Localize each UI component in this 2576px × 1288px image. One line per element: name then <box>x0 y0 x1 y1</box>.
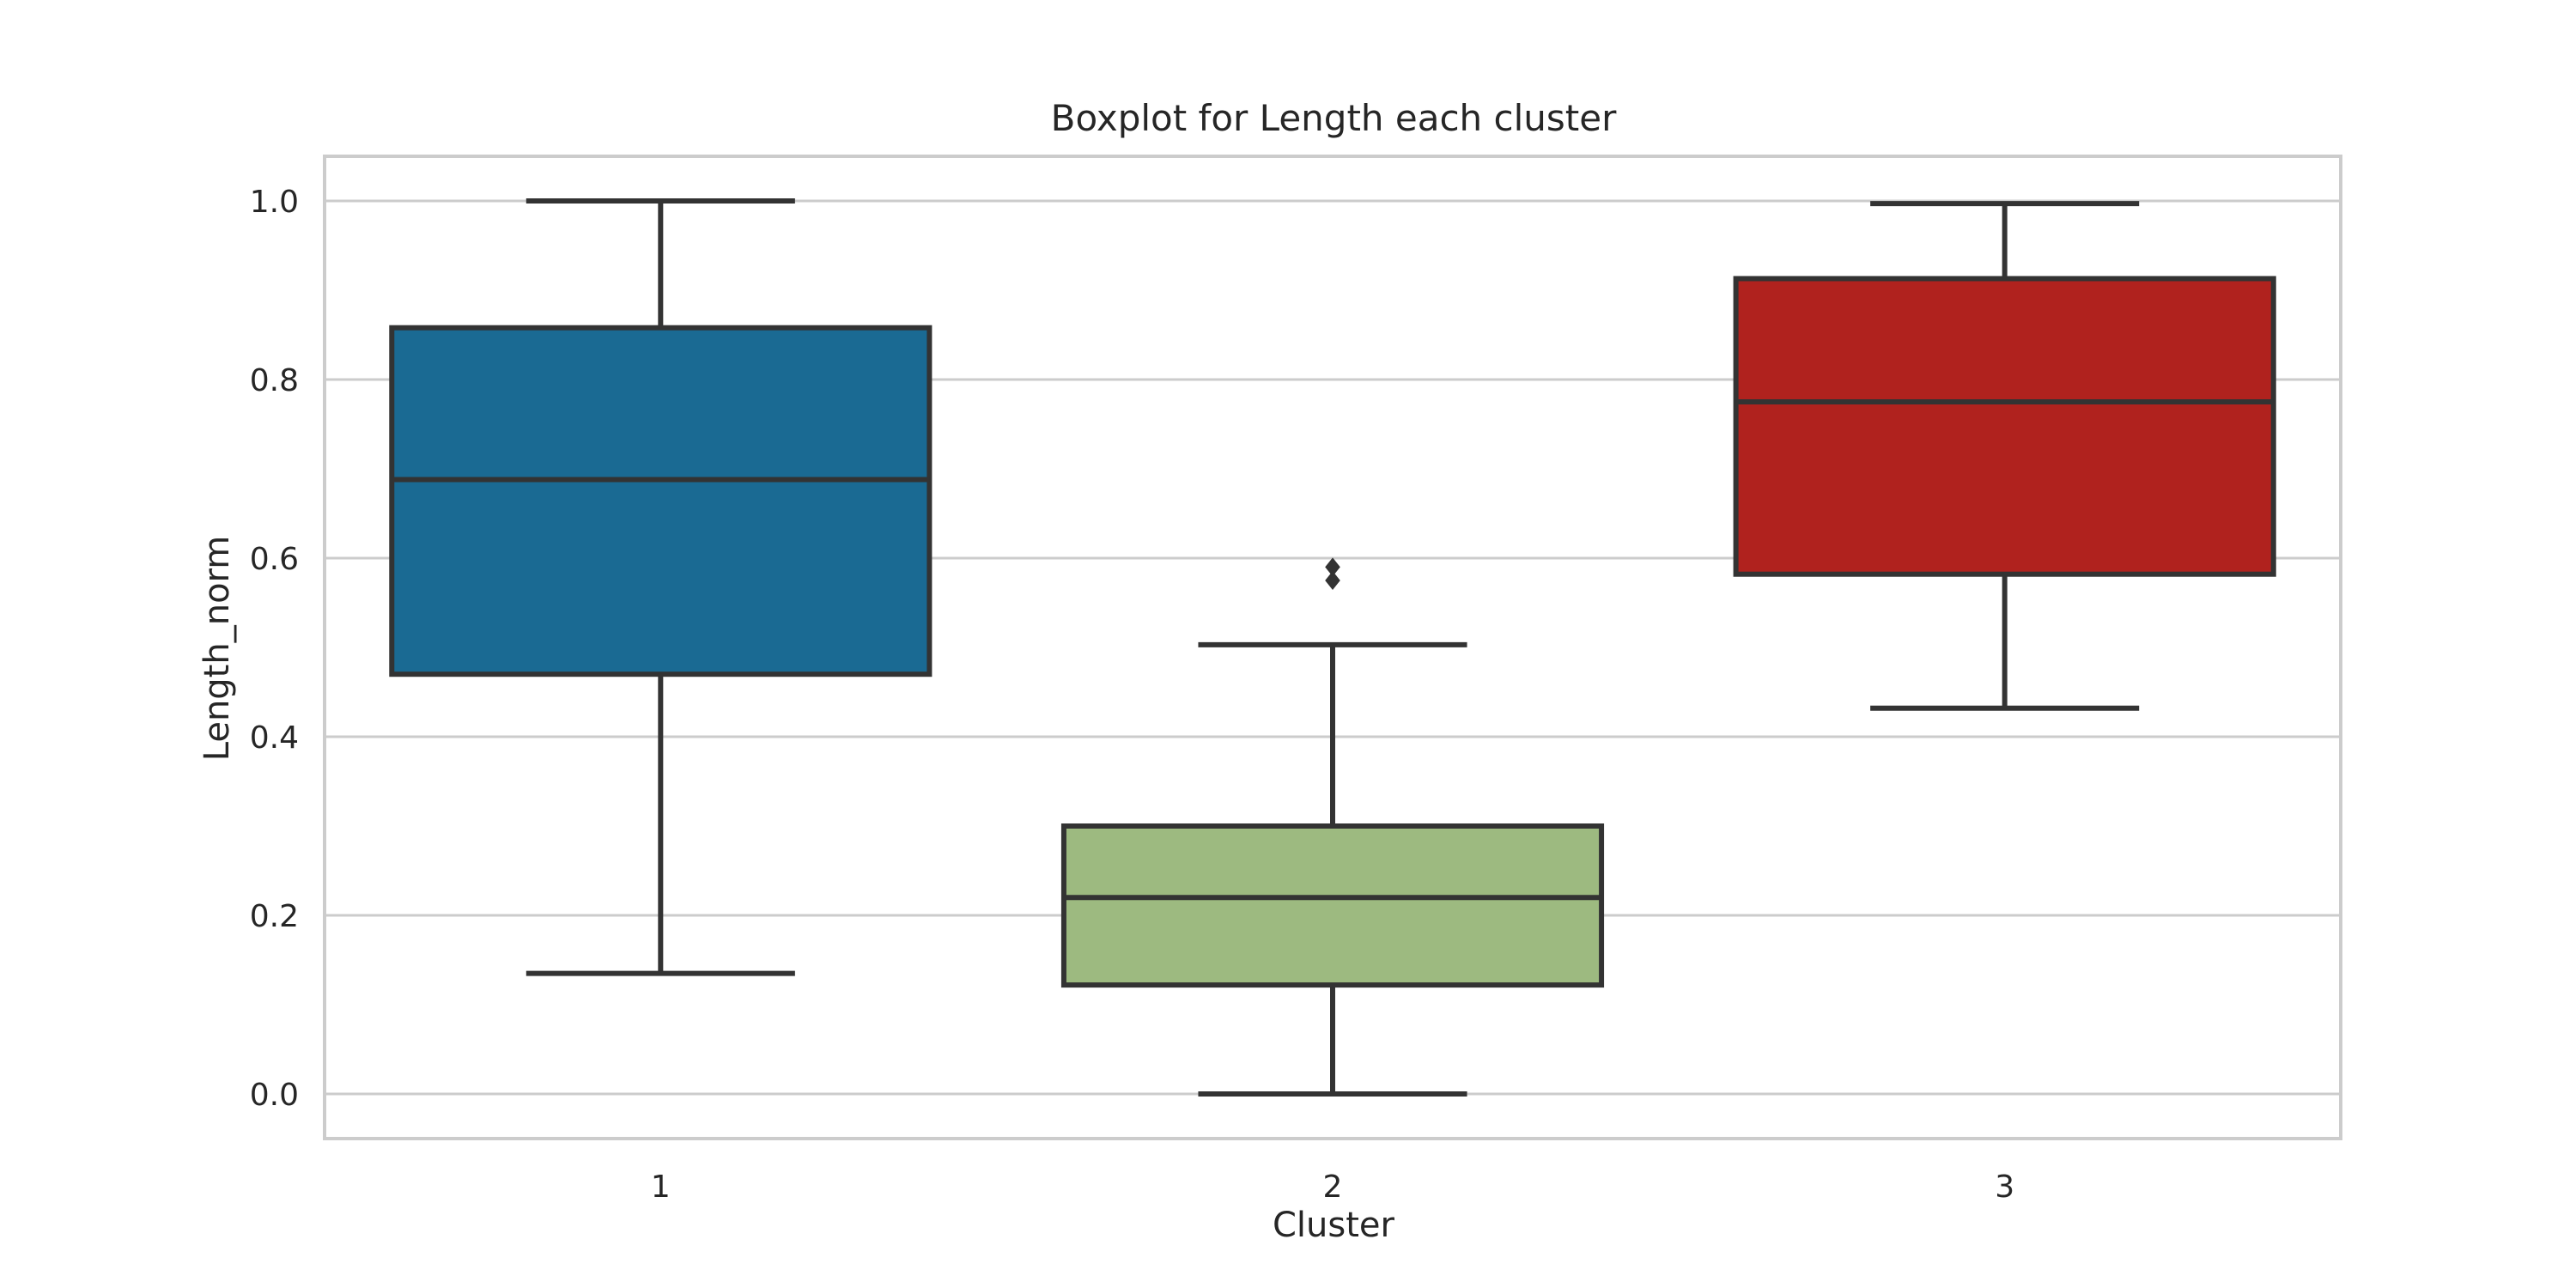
y-tick-label: 0.0 <box>250 1078 299 1113</box>
x-tick-label: 1 <box>651 1170 671 1205</box>
box-group-cluster-1 <box>389 198 933 976</box>
x-tick-labels: 1 2 3 <box>651 1170 2014 1205</box>
box-group-cluster-2 <box>1060 557 1605 1097</box>
iqr-box <box>1060 823 1605 988</box>
x-axis-label: Cluster <box>1273 1206 1395 1245</box>
chart-title: Boxplot for Length each cluster <box>1051 97 1617 139</box>
outlier-point <box>1325 557 1340 577</box>
y-tick-labels: 0.0 0.2 0.4 0.6 0.8 1.0 <box>250 185 299 1113</box>
iqr-box <box>1733 276 2276 577</box>
x-tick-label: 3 <box>1995 1170 2014 1205</box>
y-axis-label: Length_norm <box>197 536 237 762</box>
y-tick-label: 0.8 <box>250 363 299 398</box>
outlier-point <box>1325 571 1340 590</box>
y-tick-label: 1.0 <box>250 185 299 220</box>
plot-frame <box>323 155 2342 1140</box>
y-tick-label: 0.2 <box>250 899 299 934</box>
x-tick-label: 2 <box>1323 1170 1343 1205</box>
box-series <box>389 198 2276 1097</box>
box-group-cluster-3 <box>1733 201 2276 711</box>
y-tick-label: 0.6 <box>250 542 299 577</box>
y-tick-label: 0.4 <box>250 720 299 756</box>
iqr-box <box>389 325 933 677</box>
